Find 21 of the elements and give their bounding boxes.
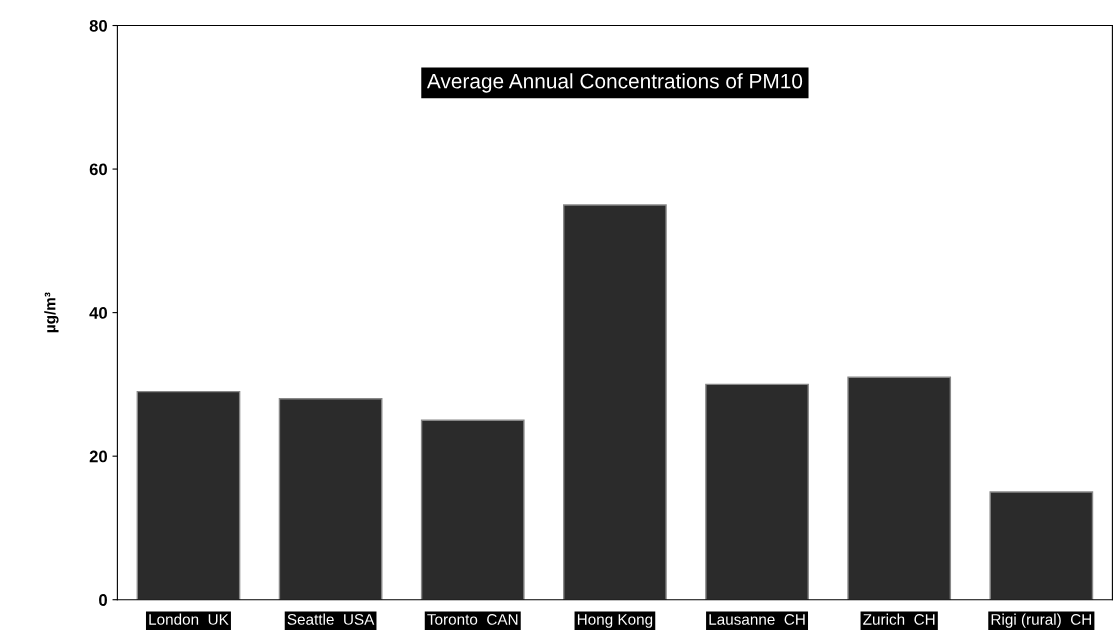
x-tick-label: Zurich CH [863, 613, 935, 625]
x-tick-label: Toronto CAN [427, 614, 518, 625]
bar [989, 491, 1094, 600]
x-tick-label: Hong Kong [577, 614, 653, 628]
bar [847, 376, 952, 600]
y-axis-title: µg/m³ [44, 292, 59, 333]
bar [563, 204, 667, 600]
y-tick-label: 40 [89, 307, 107, 319]
y-tick-label: 20 [89, 450, 107, 463]
bar [420, 419, 525, 600]
x-tick-label: Rigi (rural) CH [991, 613, 1092, 628]
bar [136, 390, 241, 600]
bar [278, 398, 383, 600]
x-tick-label: London UK [149, 613, 229, 625]
y-tick-label: 60 [89, 163, 107, 176]
bar [705, 383, 809, 600]
x-tick-label: Seattle USA [287, 613, 375, 625]
y-tick-label: 80 [89, 19, 107, 32]
x-tick-label: Lausanne CH [709, 614, 805, 625]
text: Average Annual Concentrations of PM10 [426, 73, 803, 93]
y-tick-label: 0 [99, 594, 107, 606]
